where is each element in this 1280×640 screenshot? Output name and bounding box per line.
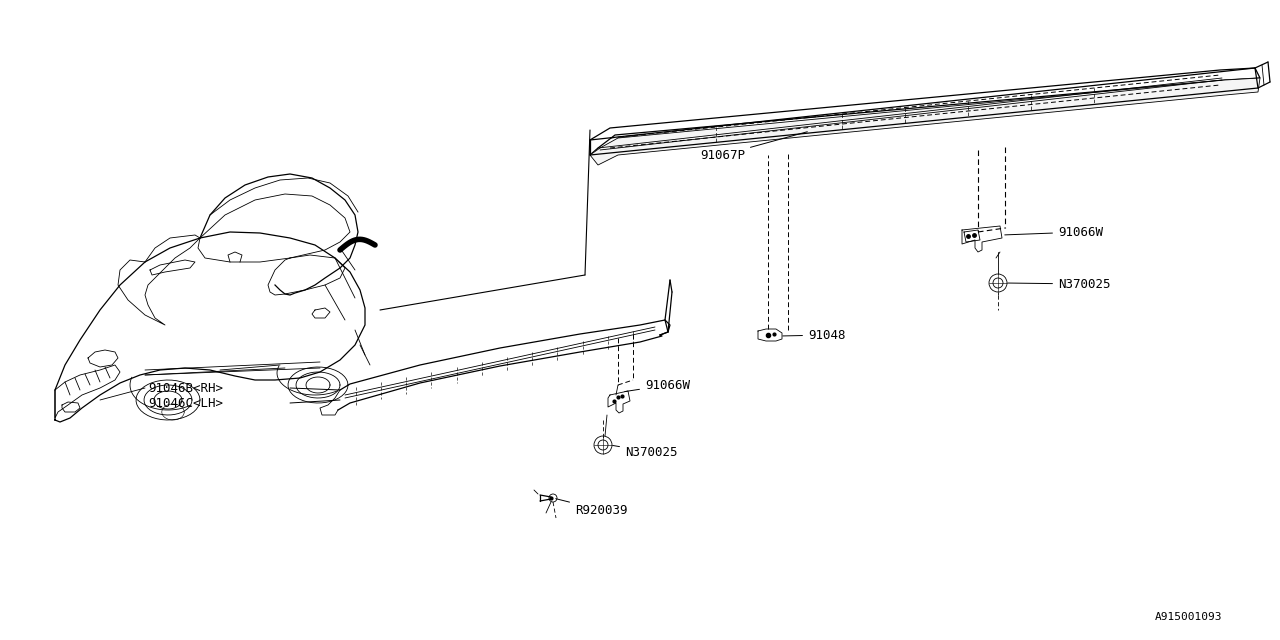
Text: 91046B<RH>: 91046B<RH> — [148, 381, 223, 394]
Text: A915001093: A915001093 — [1155, 612, 1222, 622]
Text: N370025: N370025 — [613, 445, 677, 458]
Text: 91066W: 91066W — [625, 378, 690, 392]
Text: 91067P: 91067P — [700, 132, 808, 161]
Polygon shape — [590, 68, 1260, 155]
Text: R920039: R920039 — [556, 499, 627, 516]
Text: N370025: N370025 — [1007, 278, 1111, 291]
Text: 91066W: 91066W — [1005, 225, 1103, 239]
Text: 91046C<LH>: 91046C<LH> — [148, 397, 223, 410]
Polygon shape — [590, 78, 1260, 165]
Text: 91048: 91048 — [783, 328, 846, 342]
